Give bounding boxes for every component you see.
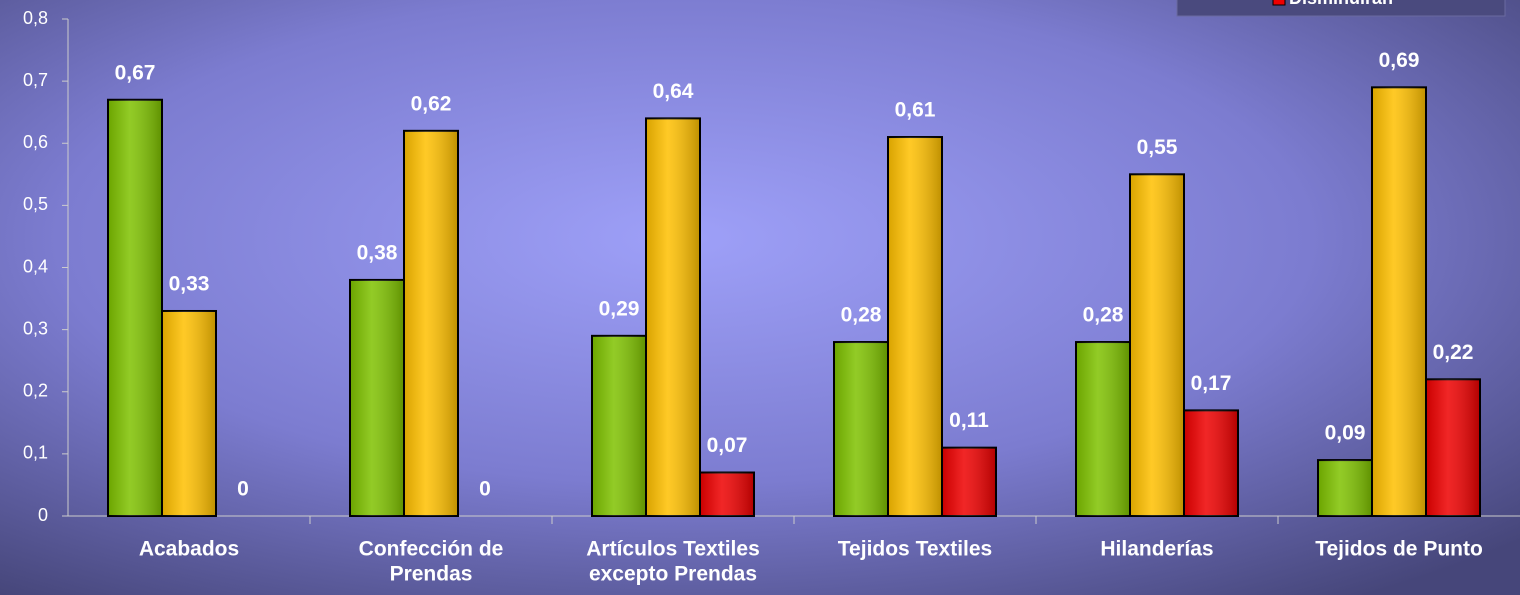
data-label: 0,07 [707,434,748,457]
data-label: 0,61 [895,99,936,122]
data-label: 0,62 [411,92,452,115]
bar-shade [1318,460,1372,516]
y-tick-label: 0,6 [23,132,48,152]
bar-shade [834,342,888,516]
y-tick-label: 0,3 [23,318,48,338]
bar-shade [108,99,162,516]
bar-shade [404,130,458,516]
data-label: 0,22 [1433,341,1474,364]
data-label: 0,69 [1379,49,1420,72]
bar-shade [350,279,404,516]
data-label: 0,28 [1083,304,1124,327]
x-tick-label: Tejidos Textiles [838,538,992,561]
bar-shade [1130,174,1184,516]
data-label: 0,33 [169,273,210,296]
bar-shade [888,137,942,516]
bar-shade [1372,87,1426,517]
data-label: 0,67 [115,61,156,84]
data-label: 0,38 [357,241,398,264]
x-tick-label: Prendas [390,563,473,586]
data-label: 0,28 [841,304,882,327]
y-tick-label: 0,8 [23,8,48,28]
x-tick-label: Confección de [359,538,504,561]
y-tick-label: 0,5 [23,194,48,214]
data-label: 0,17 [1191,372,1232,395]
bar-shade [162,310,216,516]
bar-shade [592,335,646,516]
data-label: 0,09 [1325,422,1366,445]
y-tick-label: 0 [38,505,48,525]
x-tick-label: Hilanderías [1100,538,1213,561]
data-label: 0,55 [1137,136,1178,159]
y-tick-label: 0,7 [23,70,48,90]
data-label: 0,64 [653,80,694,103]
bar-shade [646,118,700,517]
y-tick-label: 0,2 [23,381,48,401]
bar-shade [700,472,754,516]
y-tick-label: 0,1 [23,443,48,463]
x-tick-label: Artículos Textiles [586,538,760,561]
data-label: 0 [237,478,249,501]
data-label: 0 [479,478,491,501]
bar-shade [1426,379,1480,516]
data-label: 0,11 [949,409,989,432]
x-tick-label: Tejidos de Punto [1315,538,1483,561]
bar-shade [942,447,996,516]
legend-box [1176,0,1506,17]
data-label: 0,29 [599,297,640,320]
y-tick-label: 0,4 [23,256,48,276]
legend-swatch [1272,0,1286,6]
bar-shade [1184,410,1238,516]
bar-shade [1076,342,1130,516]
legend-label: Disminuirán [1289,0,1393,8]
x-tick-label: excepto Prendas [589,563,757,586]
x-tick-label: Acabados [139,538,239,561]
